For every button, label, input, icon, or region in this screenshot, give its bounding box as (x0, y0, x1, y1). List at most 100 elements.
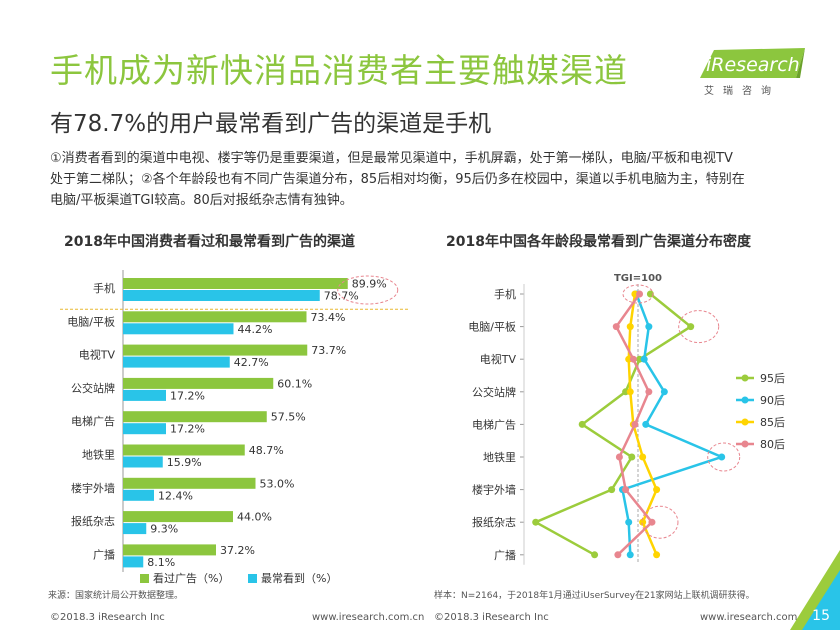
bar-seen (123, 411, 267, 423)
series-point (612, 323, 620, 331)
line-chart-title: 2018年中国各年龄段最常看到广告渠道分布密度 (446, 234, 751, 250)
series-point (532, 518, 540, 526)
series-point (639, 453, 647, 461)
series-point (645, 388, 653, 396)
series-point (626, 323, 634, 331)
bar-category-label: 楼宇外墙 (71, 481, 115, 495)
bar-category-label: 报纸杂志 (71, 514, 115, 528)
series-point (626, 388, 634, 396)
series-point (608, 486, 616, 494)
series-point (640, 355, 648, 363)
series-point (578, 420, 586, 428)
series-point (687, 323, 695, 331)
bar-chart-title: 2018年中国消费者看过和最常看到广告的渠道 (64, 234, 355, 250)
tgi-reference-label: TGI=100 (614, 273, 662, 284)
url-right: www.iresearch.com.cn (700, 612, 813, 623)
series-point (642, 420, 650, 428)
series-point (660, 388, 668, 396)
series-point (622, 486, 630, 494)
line-category-label: 公交站牌 (472, 385, 516, 399)
bar-data-label: 44.2% (238, 323, 273, 336)
line-category-label: 地铁里 (483, 451, 516, 464)
bar-seen (123, 344, 308, 356)
line-category-label: 楼宇外墙 (472, 483, 516, 497)
bar-highlight-circle (337, 275, 399, 305)
bar-data-label: 9.3% (150, 523, 178, 536)
bar-data-label: 73.4% (311, 311, 346, 324)
line-category-label: 电梯广告 (472, 418, 516, 431)
page-title: 手机成为新快消品消费者主要触媒渠道 (50, 51, 628, 90)
line-highlight-circle (622, 284, 654, 304)
bar-data-label: 78.7% (324, 290, 359, 303)
series-point (615, 453, 623, 461)
copyright-left: ©2018.3 iResearch Inc (50, 612, 165, 623)
source-left: 来源：国家统计局公开数据整理。 (48, 591, 184, 601)
bar-seen (123, 544, 216, 556)
bar-most-seen (123, 423, 166, 435)
bar-category-label: 地铁里 (82, 449, 115, 462)
bar-seen (123, 278, 348, 289)
series-point (636, 290, 644, 298)
line-category-label: 报纸杂志 (472, 515, 516, 529)
series-point (718, 453, 726, 461)
series-point (625, 518, 633, 526)
bar-data-label: 17.2% (170, 423, 205, 436)
series-point (653, 551, 661, 559)
bar-most-seen (123, 489, 154, 501)
url-left: www.iresearch.com.cn (312, 612, 425, 623)
series-point (629, 355, 637, 363)
line-legend-marker (741, 418, 749, 426)
series-point (631, 420, 639, 428)
description-line: ①消费者看到的渠道中电视、楼宇等仍是重要渠道，但是最常见渠道中，手机屏霸，处于第… (50, 151, 733, 166)
line-legend-label: 90后 (760, 394, 785, 407)
series-point (653, 486, 661, 494)
bar-category-label: 手机 (93, 281, 115, 295)
iresearch-logo: iResearch 艾瑞咨询 (700, 48, 805, 97)
line-legend-label: 80后 (760, 438, 785, 451)
bar-data-label: 15.9% (167, 456, 202, 469)
description: ①消费者看到的渠道中电视、楼宇等仍是重要渠道，但是最常见渠道中，手机屏霸，处于第… (50, 148, 790, 211)
bar-category-label: 电脑/平板 (67, 314, 115, 328)
line-category-label: 广播 (494, 548, 516, 562)
bar-category-label: 公交站牌 (71, 381, 115, 395)
bar-most-seen (123, 456, 163, 468)
bar-data-label: 57.5% (271, 411, 306, 424)
series-point (628, 453, 636, 461)
bar-legend-swatch (140, 574, 149, 583)
bar-category-label: 广播 (93, 547, 115, 561)
bar-data-label: 44.0% (237, 511, 272, 524)
bar-data-label: 48.7% (249, 444, 284, 457)
line-legend-marker (741, 374, 749, 382)
line-legend-marker (741, 396, 749, 404)
bar-category-label: 电视TV (79, 348, 116, 362)
bar-seen (123, 311, 307, 323)
series-point (639, 518, 647, 526)
series-point (626, 551, 634, 559)
bar-data-label: 8.1% (147, 556, 175, 569)
line-category-label: 电脑/平板 (468, 320, 516, 334)
bar-legend-label: 最常看到（%） (261, 571, 337, 585)
line-highlight-circle (641, 505, 679, 539)
bar-data-label: 37.2% (220, 544, 255, 557)
bar-most-seen (123, 356, 230, 368)
page-number: 15 (812, 608, 830, 624)
series-line-95后 (532, 293, 693, 556)
bar-legend-label: 看过广告（%） (153, 571, 229, 585)
bar-seen (123, 511, 233, 523)
bar-chart: 手机 89.9%78.7% 电脑/平板 73.4% 44.2% 电视TV 73.7% 42.7… (60, 270, 410, 585)
bar-most-seen (123, 523, 147, 535)
line-legend-marker (741, 440, 749, 448)
line-category-label: 手机 (494, 287, 516, 301)
description-line: 电脑/平板渠道TGI较高。80后对报纸杂志情有独钟。 (50, 193, 353, 208)
bar-data-label: 53.0% (260, 477, 295, 490)
logo-shape: iResearch (700, 48, 805, 78)
description-line: 处于第二梯队；②各个年龄段也有不同广告渠道分布，85后相对均衡，95后仍多在校园… (50, 172, 745, 187)
source-right: 样本：N=2164，于2018年1月通过iUserSurvey在21家网站上联机… (434, 591, 755, 601)
bar-most-seen (123, 323, 234, 335)
corner-decoration (790, 550, 840, 630)
line-legend-label: 85后 (760, 416, 785, 429)
series-point (646, 290, 654, 298)
bar-data-label: 60.1% (277, 377, 312, 390)
copyright-right: ©2018.3 iResearch Inc (434, 612, 549, 623)
